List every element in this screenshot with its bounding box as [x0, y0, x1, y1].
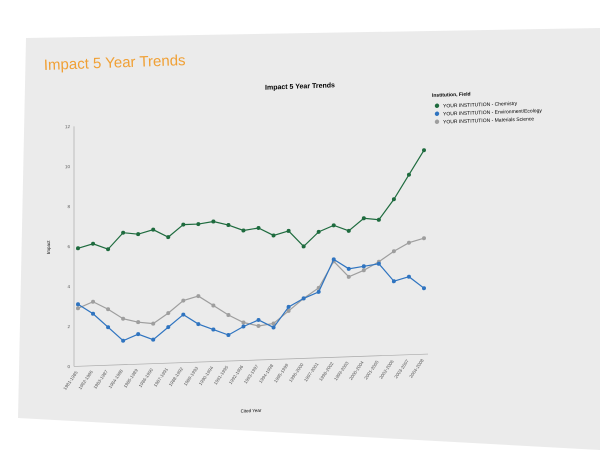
data-point-environment-ecology: [151, 337, 156, 342]
data-point-environment-ecology: [226, 333, 231, 338]
data-point-environment-ecology: [181, 312, 186, 317]
data-point-materials-science: [196, 294, 201, 299]
data-point-materials-science: [271, 321, 276, 326]
data-point-chemistry: [316, 229, 321, 234]
chart-title: Impact 5 Year Trends: [265, 82, 335, 91]
y-tick-label: 4: [67, 284, 70, 289]
legend-title: Institution, Field: [432, 92, 471, 99]
data-point-environment-ecology: [106, 325, 111, 330]
legend: Institution, Field YOUR INSTITUTION - Ch…: [432, 92, 542, 126]
data-point-environment-ecology: [271, 325, 276, 330]
data-point-chemistry: [256, 225, 261, 230]
data-point-materials-science: [361, 268, 366, 273]
data-point-environment-ecology: [406, 274, 411, 279]
legend-marker-chemistry: [434, 103, 440, 108]
data-point-chemistry: [91, 241, 96, 246]
data-point-environment-ecology: [121, 338, 126, 343]
data-point-materials-science: [406, 240, 411, 245]
legend-entry-chemistry: YOUR INSTITUTION - Chemistry: [443, 101, 518, 110]
data-point-environment-ecology: [286, 304, 291, 309]
data-point-materials-science: [106, 307, 111, 312]
data-point-chemistry: [136, 232, 141, 237]
data-point-environment-ecology: [376, 261, 381, 266]
data-point-materials-science: [91, 299, 96, 304]
y-axis-label: Impact: [46, 240, 51, 254]
data-point-environment-ecology: [211, 327, 216, 332]
data-point-chemistry: [406, 172, 411, 177]
data-point-environment-ecology: [241, 324, 246, 329]
data-point-chemistry: [196, 222, 201, 227]
x-axis-line: [74, 353, 428, 367]
data-point-environment-ecology: [76, 302, 80, 307]
data-point-chemistry: [301, 244, 306, 249]
data-point-materials-science: [256, 323, 261, 328]
data-point-chemistry: [376, 217, 381, 222]
data-point-chemistry: [241, 228, 246, 233]
y-tick-label: 2: [67, 324, 70, 329]
data-point-chemistry: [226, 223, 231, 228]
y-tick-label: 0: [67, 364, 70, 369]
page-title: Impact 5 Year Trends: [44, 52, 186, 74]
legend-entry-environment-ecology: YOUR INSTITUTION - Environment/Ecology: [443, 108, 542, 117]
data-point-chemistry: [76, 246, 80, 251]
data-point-environment-ecology: [196, 322, 201, 327]
data-point-environment-ecology: [391, 279, 396, 284]
data-point-materials-science: [166, 311, 171, 316]
data-point-environment-ecology: [136, 332, 141, 337]
data-point-chemistry: [181, 222, 186, 227]
y-tick-label: 8: [67, 204, 70, 209]
data-point-chemistry: [211, 219, 216, 224]
x-axis-label: Cited Year: [241, 408, 262, 414]
data-point-environment-ecology: [331, 257, 336, 262]
data-point-materials-science: [286, 308, 291, 313]
y-ticks: 0 2 4 6 8 10 12: [65, 124, 71, 369]
series-line-environment-ecology: [77, 258, 425, 342]
data-point-chemistry: [331, 223, 336, 228]
y-tick-label: 12: [65, 124, 71, 129]
data-point-materials-science: [181, 298, 186, 303]
series-group: [76, 148, 426, 343]
data-point-environment-ecology: [361, 264, 366, 269]
data-point-chemistry: [361, 216, 366, 221]
data-point-chemistry: [422, 148, 426, 153]
data-point-chemistry: [166, 235, 171, 240]
data-point-materials-science: [151, 321, 156, 326]
data-point-materials-science: [76, 306, 80, 311]
series-line-materials-science: [77, 237, 425, 327]
data-point-materials-science: [346, 274, 351, 279]
legend-entry-materials-science: YOUR INSTITUTION - Materials Science: [443, 116, 534, 125]
data-point-environment-ecology: [91, 311, 96, 316]
data-point-environment-ecology: [422, 286, 426, 291]
data-point-materials-science: [241, 320, 246, 325]
data-point-materials-science: [136, 320, 141, 325]
data-point-chemistry: [346, 228, 351, 233]
legend-marker-environment-ecology: [434, 111, 440, 116]
y-tick-label: 10: [65, 164, 71, 169]
data-point-materials-science: [226, 313, 231, 318]
data-point-environment-ecology: [346, 266, 351, 271]
data-point-materials-science: [211, 303, 216, 308]
data-point-chemistry: [286, 228, 291, 233]
data-point-environment-ecology: [256, 317, 261, 322]
data-point-chemistry: [271, 233, 276, 238]
data-point-materials-science: [391, 249, 396, 254]
data-point-environment-ecology: [316, 289, 321, 294]
data-point-environment-ecology: [166, 325, 171, 330]
panel-background: [18, 28, 600, 450]
data-point-environment-ecology: [301, 296, 306, 301]
legend-marker-materials-science: [434, 119, 440, 124]
data-point-chemistry: [106, 247, 111, 252]
y-tick-label: 6: [67, 244, 70, 249]
data-point-chemistry: [391, 197, 396, 202]
series-line-chemistry: [77, 149, 425, 250]
data-point-chemistry: [151, 227, 156, 232]
data-point-materials-science: [121, 316, 126, 321]
data-point-chemistry: [121, 230, 126, 235]
data-point-materials-science: [422, 236, 426, 241]
